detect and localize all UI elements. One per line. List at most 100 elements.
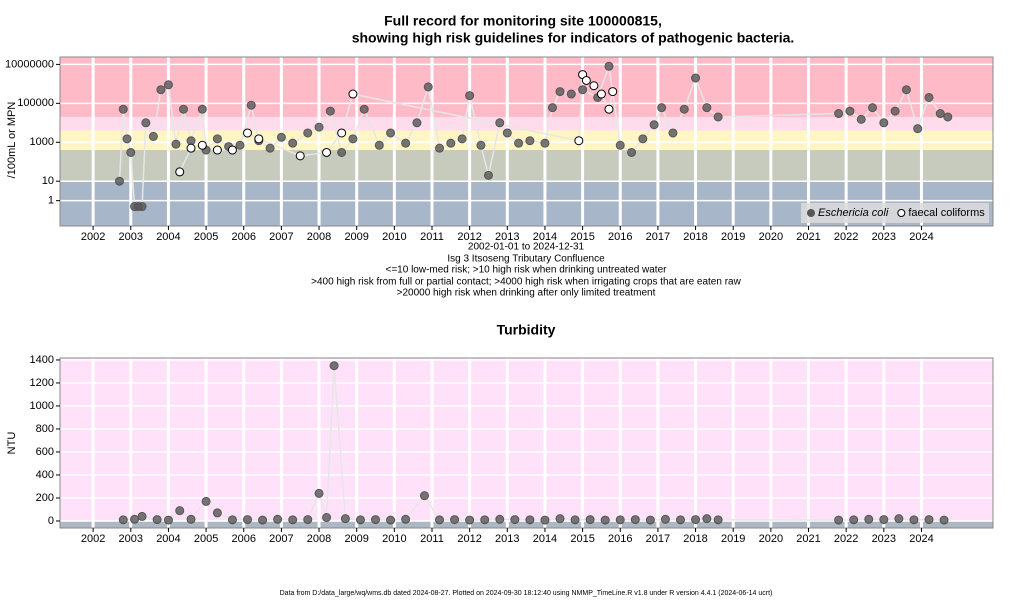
x-tick-label: 2017 (646, 231, 670, 243)
y-tick-label: 1 (48, 195, 54, 207)
data-point (175, 167, 185, 177)
data-point (909, 515, 919, 525)
y-tick-label: 10000000 (5, 58, 54, 70)
legend-marker (807, 209, 815, 217)
data-point (446, 138, 456, 148)
data-point (713, 112, 723, 122)
annotation: 2002-01-01 to 2024-12-31 (468, 242, 585, 253)
data-point (615, 140, 625, 150)
data-point (540, 515, 550, 525)
data-point (322, 147, 332, 157)
x-tick-label: 2016 (608, 533, 632, 545)
data-point (314, 488, 324, 498)
x-tick-label: 2021 (796, 533, 820, 545)
y-tick-label: 1000 (30, 136, 54, 148)
y-tick-label: 600 (36, 446, 54, 458)
data-point (348, 134, 358, 144)
chart-title: Turbidity (497, 322, 556, 338)
x-tick-label: 2011 (420, 533, 444, 545)
legend-label: Eschericia coli (818, 207, 889, 219)
x-tick-label: 2013 (495, 231, 519, 243)
data-point (163, 515, 173, 525)
data-point (114, 176, 124, 186)
data-point (555, 514, 565, 524)
data-point (649, 120, 659, 130)
x-tick-label: 2024 (909, 231, 933, 243)
data-point (691, 73, 701, 83)
x-tick-label: 2004 (156, 231, 180, 243)
x-tick-label: 2014 (533, 231, 557, 243)
data-point (834, 109, 844, 119)
y-tick-label: 200 (36, 492, 54, 504)
x-tick-label: 2009 (344, 533, 368, 545)
plot-frame (59, 357, 994, 529)
data-point (295, 151, 305, 161)
data-point (834, 515, 844, 525)
y-tick-label: 100000 (17, 97, 54, 109)
x-tick-label: 2007 (269, 231, 293, 243)
data-point (175, 506, 185, 516)
data-point (657, 103, 667, 113)
x-tick-label: 2008 (307, 231, 331, 243)
data-point (314, 122, 324, 132)
x-tick-label: 2022 (834, 231, 858, 243)
x-tick-label: 2020 (759, 533, 783, 545)
y-tick-label: 0 (48, 515, 54, 527)
data-point (480, 515, 490, 525)
data-point (401, 138, 411, 148)
x-tick-label: 2020 (759, 231, 783, 243)
x-tick-label: 2002 (81, 533, 105, 545)
x-tick-label: 2010 (382, 231, 406, 243)
data-point (435, 515, 445, 525)
risk-band (60, 116, 993, 131)
data-point (596, 89, 606, 99)
y-axis-label: NTU (6, 432, 18, 455)
data-point (856, 114, 866, 124)
risk-band (60, 520, 993, 528)
data-point (495, 514, 505, 524)
x-tick-label: 2010 (382, 533, 406, 545)
x-tick-label: 2015 (570, 533, 594, 545)
data-point (600, 515, 610, 525)
data-point (171, 139, 181, 149)
x-tick-label: 2023 (872, 533, 896, 545)
x-tick-label: 2016 (608, 231, 632, 243)
data-point (340, 514, 350, 524)
data-point (122, 134, 132, 144)
data-point (201, 496, 211, 506)
data-point (578, 85, 588, 95)
data-point (243, 128, 253, 138)
data-point (879, 118, 889, 128)
data-point (924, 92, 934, 102)
y-tick-label: 1200 (30, 377, 54, 389)
data-point (348, 89, 358, 99)
data-point (419, 491, 429, 501)
data-point (197, 140, 207, 150)
annotation: >20000 high risk when drinking after onl… (397, 288, 656, 299)
data-point (555, 87, 565, 97)
data-point (212, 508, 222, 518)
data-point (337, 128, 347, 138)
data-point (495, 118, 505, 128)
legend-label: faecal coliforms (908, 207, 985, 219)
data-point (243, 515, 253, 525)
data-point (713, 515, 723, 525)
legend: Eschericia coli faecal coliforms (801, 203, 989, 223)
data-point (574, 136, 584, 146)
data-point (148, 131, 158, 141)
chart-title: Full record for monitoring site 10000081… (384, 13, 662, 29)
data-point (450, 515, 460, 525)
data-point (126, 147, 136, 157)
data-point (186, 143, 196, 153)
data-point (894, 514, 904, 524)
x-tick-label: 2019 (721, 533, 745, 545)
data-point (288, 138, 298, 148)
data-point (355, 515, 365, 525)
legend-box (801, 203, 989, 223)
data-point (178, 104, 188, 114)
data-point (570, 515, 580, 525)
data-point (608, 87, 618, 97)
data-point (868, 103, 878, 113)
data-point (483, 170, 493, 180)
data-point (465, 515, 475, 525)
